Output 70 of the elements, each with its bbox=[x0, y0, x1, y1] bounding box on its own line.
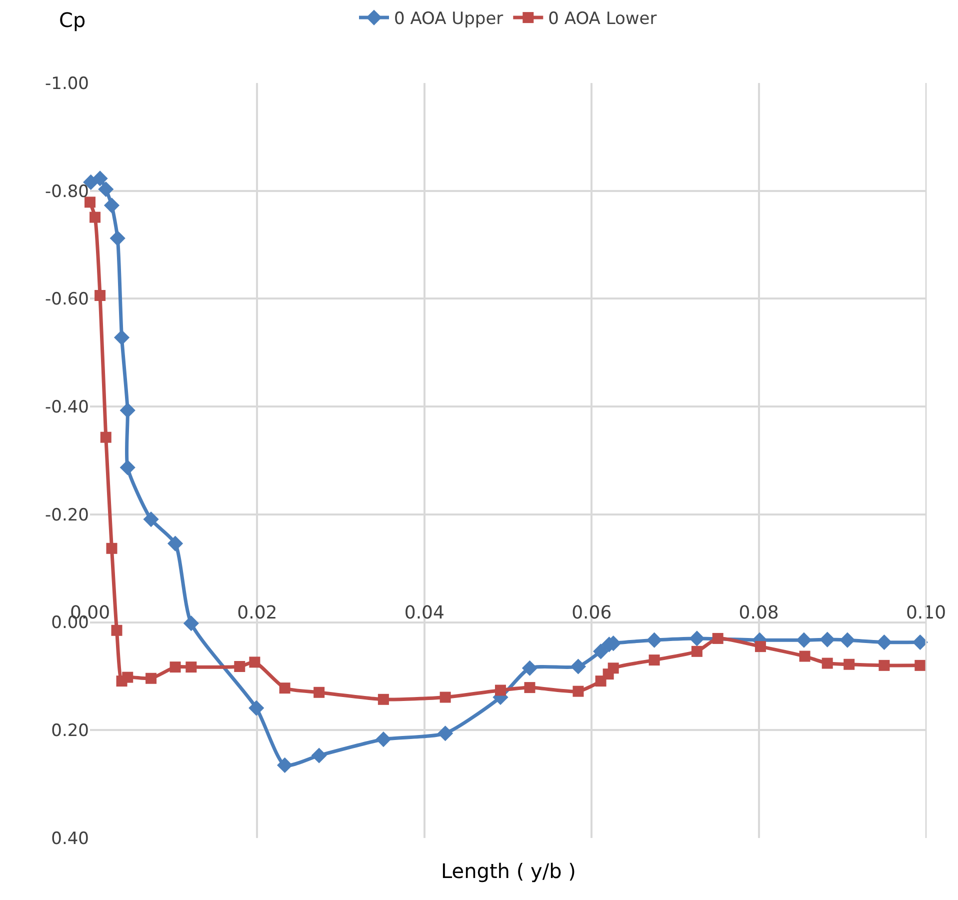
point bbox=[438, 726, 454, 742]
y-tick-label: -0.40 bbox=[45, 398, 89, 418]
point bbox=[111, 624, 122, 636]
point bbox=[648, 654, 660, 666]
legend-label: 0 AOA Lower bbox=[548, 9, 657, 30]
point bbox=[110, 230, 126, 246]
point bbox=[570, 658, 586, 674]
point bbox=[608, 662, 619, 674]
point bbox=[914, 660, 926, 671]
x-tick-label: 0.02 bbox=[237, 602, 278, 624]
point bbox=[143, 511, 159, 528]
x-tick-label: 0.08 bbox=[738, 602, 779, 624]
point bbox=[796, 632, 812, 648]
legend-label: 0 AOA Upper bbox=[394, 9, 504, 30]
y-tick-label: -1.00 bbox=[45, 74, 89, 94]
x-tick-label: 0.04 bbox=[404, 602, 444, 624]
x-axis-title: Length ( y/b ) bbox=[441, 859, 576, 883]
point bbox=[822, 658, 833, 669]
point bbox=[524, 682, 536, 694]
point bbox=[440, 692, 451, 703]
point bbox=[167, 536, 184, 552]
point bbox=[646, 632, 662, 648]
point bbox=[376, 732, 392, 748]
point bbox=[844, 658, 855, 670]
x-tick-label: 0.10 bbox=[906, 602, 946, 624]
point bbox=[378, 694, 389, 705]
y-tick-label: -0.20 bbox=[45, 505, 89, 526]
point bbox=[840, 632, 856, 648]
point bbox=[691, 646, 702, 657]
point bbox=[120, 460, 136, 476]
point bbox=[593, 644, 609, 660]
point bbox=[146, 672, 157, 684]
point bbox=[572, 686, 584, 697]
point bbox=[92, 170, 108, 186]
point bbox=[754, 641, 766, 652]
point bbox=[170, 662, 181, 673]
point bbox=[276, 757, 293, 773]
point bbox=[689, 630, 705, 646]
point bbox=[120, 402, 136, 418]
point bbox=[90, 212, 101, 223]
point bbox=[712, 632, 724, 644]
point bbox=[122, 672, 134, 683]
point bbox=[100, 432, 112, 443]
point bbox=[98, 181, 114, 198]
y-tick-label: -0.60 bbox=[45, 290, 89, 310]
point bbox=[878, 660, 890, 671]
point bbox=[186, 662, 197, 673]
point bbox=[279, 682, 290, 694]
point bbox=[249, 656, 260, 668]
point bbox=[314, 686, 325, 698]
point bbox=[820, 632, 836, 648]
point bbox=[104, 198, 120, 214]
y-tick-label: -0.80 bbox=[45, 182, 89, 202]
point bbox=[106, 542, 118, 554]
y-tick-label: 0.20 bbox=[51, 721, 89, 742]
point bbox=[114, 330, 130, 346]
point bbox=[494, 684, 506, 696]
x-tick-label: 0.06 bbox=[572, 602, 612, 624]
point bbox=[522, 660, 538, 676]
y-tick-label: 0.40 bbox=[51, 828, 89, 849]
point bbox=[912, 634, 928, 650]
point bbox=[183, 616, 199, 632]
point bbox=[94, 290, 106, 301]
point bbox=[799, 650, 810, 662]
point bbox=[311, 748, 327, 764]
y-axis-title: Cp bbox=[59, 8, 86, 32]
point bbox=[234, 661, 246, 672]
point bbox=[876, 634, 892, 650]
point bbox=[248, 700, 264, 716]
point bbox=[84, 196, 96, 208]
